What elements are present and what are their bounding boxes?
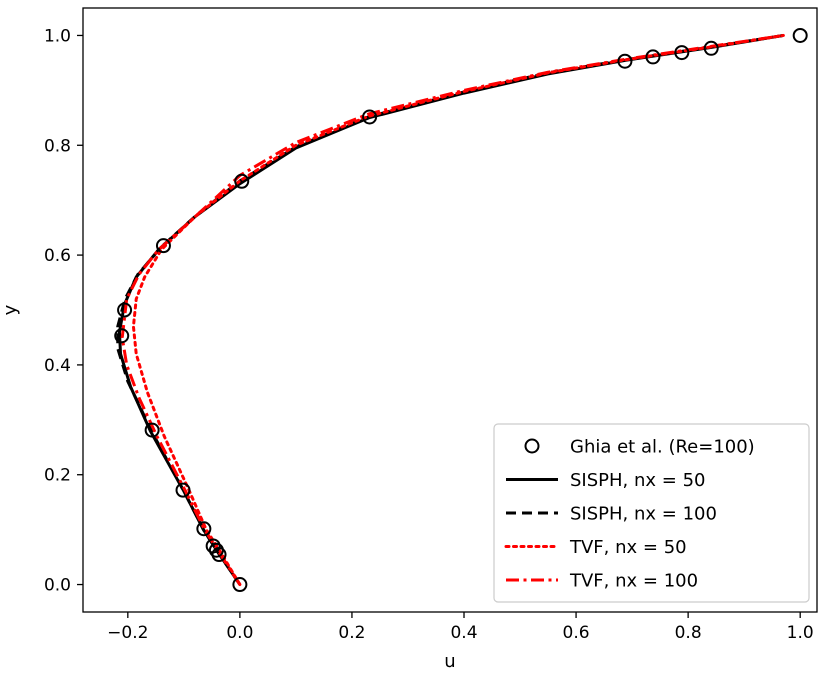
data-point [674,45,690,61]
y-axis-label: y [0,304,21,315]
y-tick-label: 0.8 [44,136,71,156]
x-tick-label: −0.2 [107,623,148,643]
y-tick-label: 1.0 [44,26,71,46]
y-tick-label: 0.0 [44,576,71,596]
data-point [114,328,130,344]
y-tick-label: 0.6 [44,246,71,266]
data-point [155,238,171,254]
legend-box [493,423,810,603]
legend-label: SISPH, nx = 100 [570,504,717,525]
axes-frame [82,7,818,613]
x-tick-label: 1.0 [787,623,814,643]
legend-label: SISPH, nx = 50 [570,470,705,491]
x-tick-label: 0.4 [450,623,477,643]
series-line-3 [131,33,785,587]
data-point [208,542,224,558]
data-point [645,49,661,65]
data-point [234,173,250,189]
data-point [792,27,808,43]
data-point [232,577,248,593]
x-tick-label: 0.0 [226,623,253,643]
y-tick-label: 0.4 [44,356,71,376]
plot-area [114,27,808,593]
data-point [117,302,133,318]
y-tick-label: 0.2 [44,466,71,486]
data-point [617,53,633,69]
x-axis-label: u [444,651,455,672]
legend-label: Ghia et al. (Re=100) [570,437,755,458]
axes: −0.2 0.0 0.2 0.4 0.6 0.8 1.0 0.0 0.2 0.4 0.6 0.8 1.0… [0,7,818,672]
x-tick-label: 0.2 [338,623,365,643]
x-tick-label: 0.8 [675,623,702,643]
x-tick-label: 0.6 [563,623,590,643]
series-line-4 [120,33,784,586]
data-point [175,482,191,498]
legend-marker [524,438,540,454]
data-point [362,109,378,125]
legend-label: TVF, nx = 50 [569,537,687,558]
data-point [205,538,221,554]
data-point [703,40,719,56]
legend: Ghia et al. (Re=100) SISPH, nx = 50 SISPH,… [493,423,810,603]
legend-label: TVF, nx = 100 [569,571,698,592]
data-point [196,521,212,537]
data-point [144,422,160,438]
series-line-2 [116,33,784,586]
